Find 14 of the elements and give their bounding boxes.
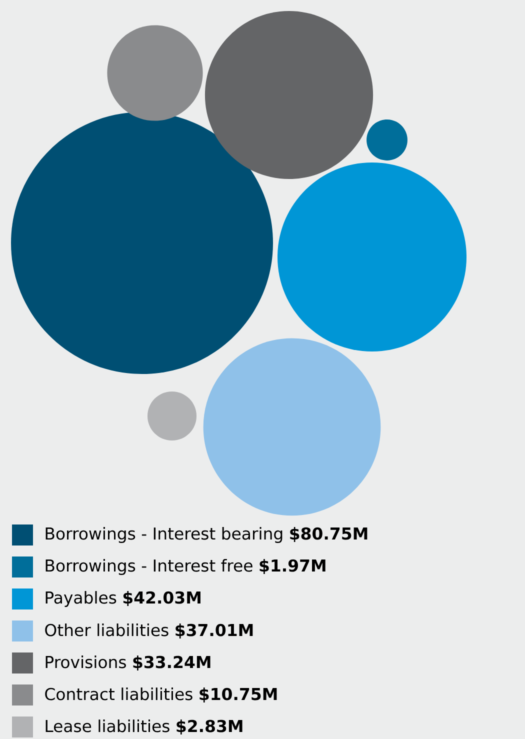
data-label: $37.01M xyxy=(176,624,253,638)
category-label: Lease liabilities xyxy=(46,720,170,732)
data-label: $42.03M xyxy=(123,591,200,606)
category-label: Provisions xyxy=(46,656,126,668)
data-label: $80.75M xyxy=(290,527,368,542)
category-label: Payables xyxy=(46,591,116,607)
data-label: $33.24M xyxy=(133,656,210,670)
data-label: $2.83M xyxy=(176,720,242,734)
data-label: $10.75M xyxy=(200,688,277,702)
data-label: $1.97M xyxy=(260,559,326,574)
category-label: Other liabilities xyxy=(45,624,168,636)
category-label: Contract liabilities xyxy=(45,688,192,700)
category-label: Borrowings - Interest bearing xyxy=(46,527,282,543)
category-label: Borrowings - Interest free xyxy=(46,559,252,575)
